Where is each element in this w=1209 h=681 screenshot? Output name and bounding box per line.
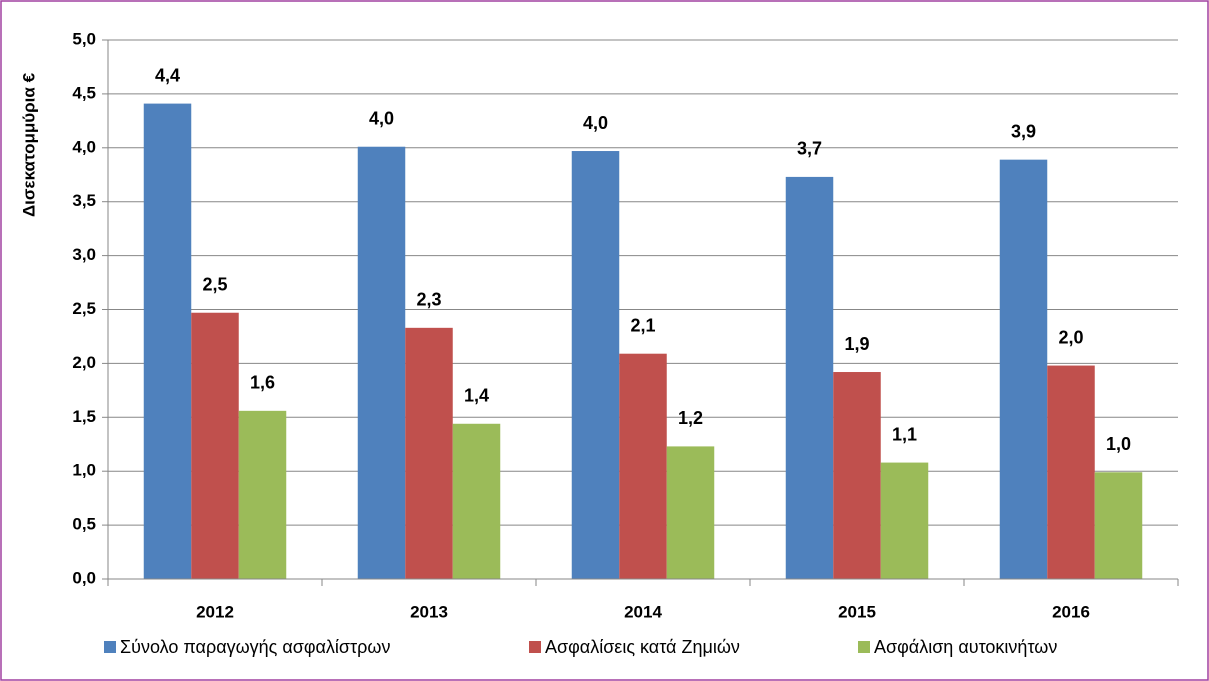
bar [1094, 472, 1143, 579]
data-label: 2,1 [630, 315, 655, 335]
x-tick-label: 2012 [196, 602, 234, 621]
bar [357, 146, 406, 580]
data-label: 2,0 [1058, 327, 1083, 347]
y-tick-label: 1,0 [72, 461, 96, 480]
bar [571, 151, 620, 579]
bar [999, 159, 1048, 579]
legend-swatch [858, 641, 870, 653]
bar [405, 327, 453, 579]
y-tick-label: 1,5 [72, 407, 96, 426]
y-tick-label: 0,5 [72, 515, 96, 534]
legend-label: Σύνολο παραγωγής ασφαλίστρων [120, 637, 390, 657]
data-label: 1,0 [1106, 434, 1131, 454]
y-tick-label: 3,0 [72, 245, 96, 264]
data-label: 1,6 [250, 373, 275, 393]
data-label: 3,9 [1011, 121, 1036, 141]
data-label: 3,7 [797, 139, 822, 159]
bar [452, 423, 501, 579]
x-tick-label: 2016 [1052, 602, 1090, 621]
data-label: 4,0 [583, 113, 608, 133]
bar [1047, 365, 1095, 579]
bar [666, 446, 715, 579]
legend-label: Ασφάλιση αυτοκινήτων [874, 637, 1057, 657]
data-label: 4,4 [155, 65, 180, 85]
y-tick-label: 0,0 [72, 568, 96, 587]
bar [143, 103, 192, 580]
data-label: 2,5 [202, 274, 227, 294]
bar [833, 372, 881, 579]
data-label: 1,4 [464, 386, 489, 406]
data-label: 4,0 [369, 108, 394, 128]
x-tick-label: 2015 [838, 602, 876, 621]
y-tick-label: 4,0 [72, 137, 96, 156]
legend-swatch [104, 641, 116, 653]
bar [619, 353, 667, 579]
legend-label: Ασφαλίσεις κατά Ζημιών [545, 637, 740, 657]
y-tick-label: 2,5 [72, 299, 96, 318]
bar [191, 312, 239, 579]
data-label: 1,9 [844, 334, 869, 354]
data-label: 2,3 [416, 290, 441, 310]
x-tick-label: 2014 [624, 602, 662, 621]
x-tick-label: 2013 [410, 602, 448, 621]
bar [880, 462, 929, 579]
bar [785, 176, 834, 579]
y-tick-label: 3,5 [72, 191, 96, 210]
data-label: 1,2 [678, 408, 703, 428]
y-axis-label: Δισεκατομμύρια € [19, 72, 38, 217]
data-label: 1,1 [892, 424, 917, 444]
y-tick-label: 4,5 [72, 83, 96, 102]
y-tick-label: 2,0 [72, 353, 96, 372]
bar [238, 410, 287, 579]
y-tick-label: 5,0 [72, 29, 96, 48]
legend-swatch [529, 641, 541, 653]
